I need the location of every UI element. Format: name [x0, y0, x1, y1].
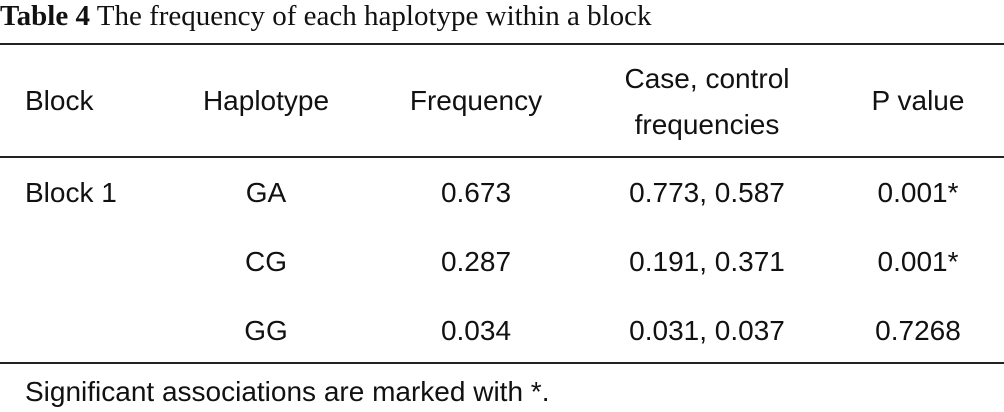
footnote: Significant associations are marked with…	[25, 376, 550, 407]
table-cell: 0.001*	[877, 177, 959, 208]
table-cell: 0.773, 0.587	[629, 177, 785, 208]
table-cell: 0.191, 0.371	[629, 246, 785, 277]
bottom-rule	[0, 362, 1004, 364]
table-cell: 0.673	[440, 177, 512, 208]
column-header: Case, control frequencies	[624, 63, 790, 140]
table-cell: 0.031, 0.037	[629, 315, 785, 346]
column-header: Block	[25, 85, 94, 116]
table-cell: GG	[244, 315, 288, 346]
table-cell: 0.287	[440, 246, 512, 277]
table-cell: CG	[245, 246, 287, 277]
header-rule	[0, 156, 1004, 158]
table-cell: 0.001*	[877, 246, 959, 277]
top-rule	[0, 43, 1004, 45]
block-label: Block 1	[25, 177, 117, 208]
table-cell: GA	[245, 177, 287, 208]
table-cell: 0.034	[440, 315, 512, 346]
table-title: Table 4 The frequency of each haplotype …	[0, 0, 652, 32]
table-number: Table 4	[0, 0, 90, 32]
table-cell: 0.7268	[875, 315, 961, 346]
column-header: P value	[871, 85, 965, 116]
column-header: Frequency	[409, 85, 543, 116]
column-header: Haplotype	[202, 85, 330, 116]
table-caption: The frequency of each haplotype within a…	[96, 0, 652, 32]
